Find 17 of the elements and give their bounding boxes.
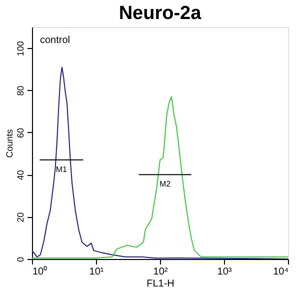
annotation: control (40, 35, 70, 46)
y-tick-label: 20 (16, 212, 26, 222)
x-tick-label: 10² (153, 266, 168, 278)
x-tick-label: 10¹ (89, 266, 104, 278)
y-tick-label: 100 (16, 41, 26, 56)
x-tick-label: 10⁰ (32, 266, 48, 278)
series-label: M2 (159, 180, 172, 189)
y-tick-label: 60 (16, 128, 26, 138)
y-tick-label: 40 (16, 170, 26, 180)
y-tick-label: 80 (16, 86, 26, 96)
x-axis-title: FL1-H (146, 278, 174, 290)
x-tick-label: 10⁴ (273, 266, 288, 278)
y-axis-title: Counts (4, 128, 14, 158)
x-tick-label: 10³ (217, 266, 232, 278)
chart-title: Neuro-2a (118, 3, 202, 24)
y-tick-label: 0 (16, 256, 26, 262)
series-label: M1 (56, 164, 68, 174)
